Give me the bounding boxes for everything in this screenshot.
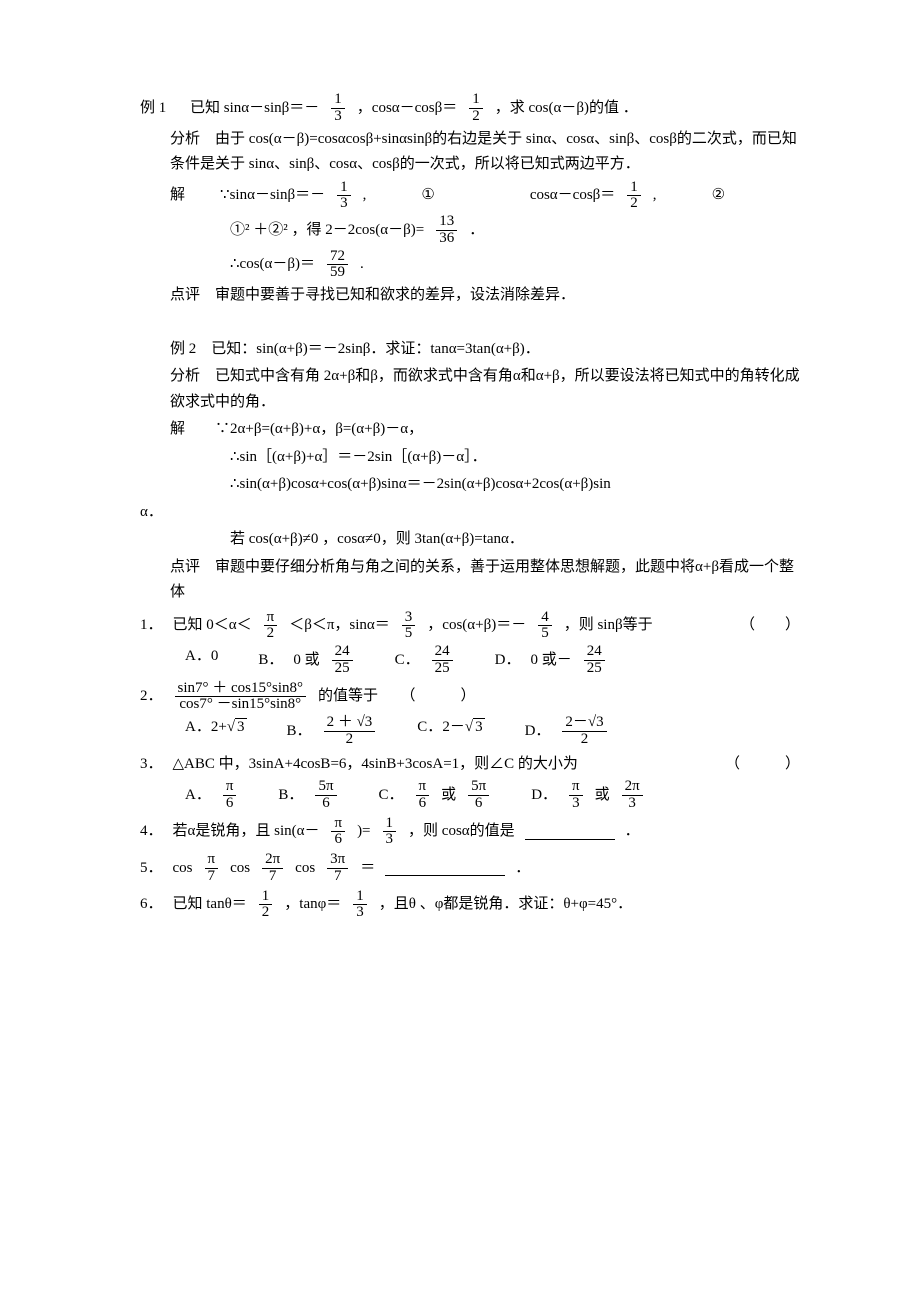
q3: 3． △ABC 中，3sinA+4cosB=6，4sinB+3cosA=1，则∠… bbox=[140, 752, 800, 778]
q2: 2． sin7° ＋ cos15°sin8° cos7° －sin15°sin8… bbox=[140, 681, 800, 714]
q5: 5． cos π7 cos 2π7 cos 3π7 ＝ ． bbox=[140, 852, 800, 885]
ex1-title: 例 1 已知 sinα－sinβ＝－ 1 3 ，cosα－cosβ＝ 1 2 ，… bbox=[140, 92, 800, 125]
ex1-conclusion: ∴cos(α－β)＝ 72 59 . bbox=[140, 249, 800, 282]
ex1-review: 点评 审题中要善于寻找已知和欲求的差异，设法消除差异． bbox=[140, 283, 800, 309]
ex1-analysis: 分析 由于 cos(α－β)=cosαcosβ+sinαsinβ的右边是关于 s… bbox=[140, 127, 800, 178]
frac-1-2: 1 2 bbox=[469, 92, 483, 125]
frac-1-3: 1 3 bbox=[331, 92, 345, 125]
ex1-combine: ①² ＋②² ，得 2－2cos(α－β)= 13 36 ． bbox=[140, 214, 800, 247]
ex2-l3: ∴sin(α+β)cosα+cos(α+β)sinα＝－2sin(α+β)cos… bbox=[140, 472, 800, 498]
blank-input bbox=[385, 860, 505, 876]
ex1-t1: 已知 sinα－sinβ＝－ bbox=[190, 96, 319, 122]
ex2-analysis: 分析 已知式中含有角 2α+β和β，而欲求式中含有角α和α+β，所以要设法将已知… bbox=[140, 364, 800, 415]
ex1-label: 例 1 bbox=[140, 96, 166, 122]
q1-options: A．0 B．0 或 2425 C． 2425 D．0 或－ 2425 bbox=[185, 644, 800, 677]
ex2-review: 点评 审题中要仔细分析角与角之间的关系，善于运用整体思想解题，此题中将α+β看成… bbox=[140, 555, 800, 606]
ex2-title: 例 2 已知：sin(α+β)＝－2sinβ．求证：tanα=3tan(α+β)… bbox=[140, 337, 800, 363]
ex1-t2: ，cosα－cosβ＝ bbox=[357, 96, 457, 122]
q1: 1． 已知 0＜α＜ π2 ＜β＜π，sinα＝ 35 ，cos(α+β)＝－ … bbox=[140, 610, 800, 643]
q4: 4． 若α是锐角，且 sin(α－ π6 )= 13 ，则 cosα的值是 ． bbox=[140, 816, 800, 849]
ex2-l4: 若 cos(α+β)≠0 ，cosα≠0，则 3tan(α+β)=tanα． bbox=[140, 527, 800, 553]
ex1-t3: ，求 cos(α－β)的值 ． bbox=[495, 96, 638, 122]
ex1-solve-line1: 解 ∵sinα－sinβ＝－ 1 3 , ① cosα－cosβ＝ 1 2 , … bbox=[140, 180, 800, 213]
blank-input bbox=[525, 824, 615, 840]
ex2-l3-tail: α． bbox=[140, 500, 800, 526]
q2-options: A．2+√3 B． 2 ＋ √32 C．2－√3 D． 2－√32 bbox=[185, 715, 800, 748]
ex2-l2: ∴sin［(α+β)+α］＝－2sin［(α+β)－α］． bbox=[140, 445, 800, 471]
q6: 6． 已知 tanθ＝ 12 ，tanφ＝ 13 ，且θ 、φ都是锐角．求证：θ… bbox=[140, 889, 800, 922]
ex2-l1: 解 ∵2α+β=(α+β)+α，β=(α+β)－α， bbox=[140, 417, 800, 443]
q3-options: A． π6 B． 5π6 C． π6 或 5π6 D． π3 或 2π3 bbox=[185, 779, 800, 812]
